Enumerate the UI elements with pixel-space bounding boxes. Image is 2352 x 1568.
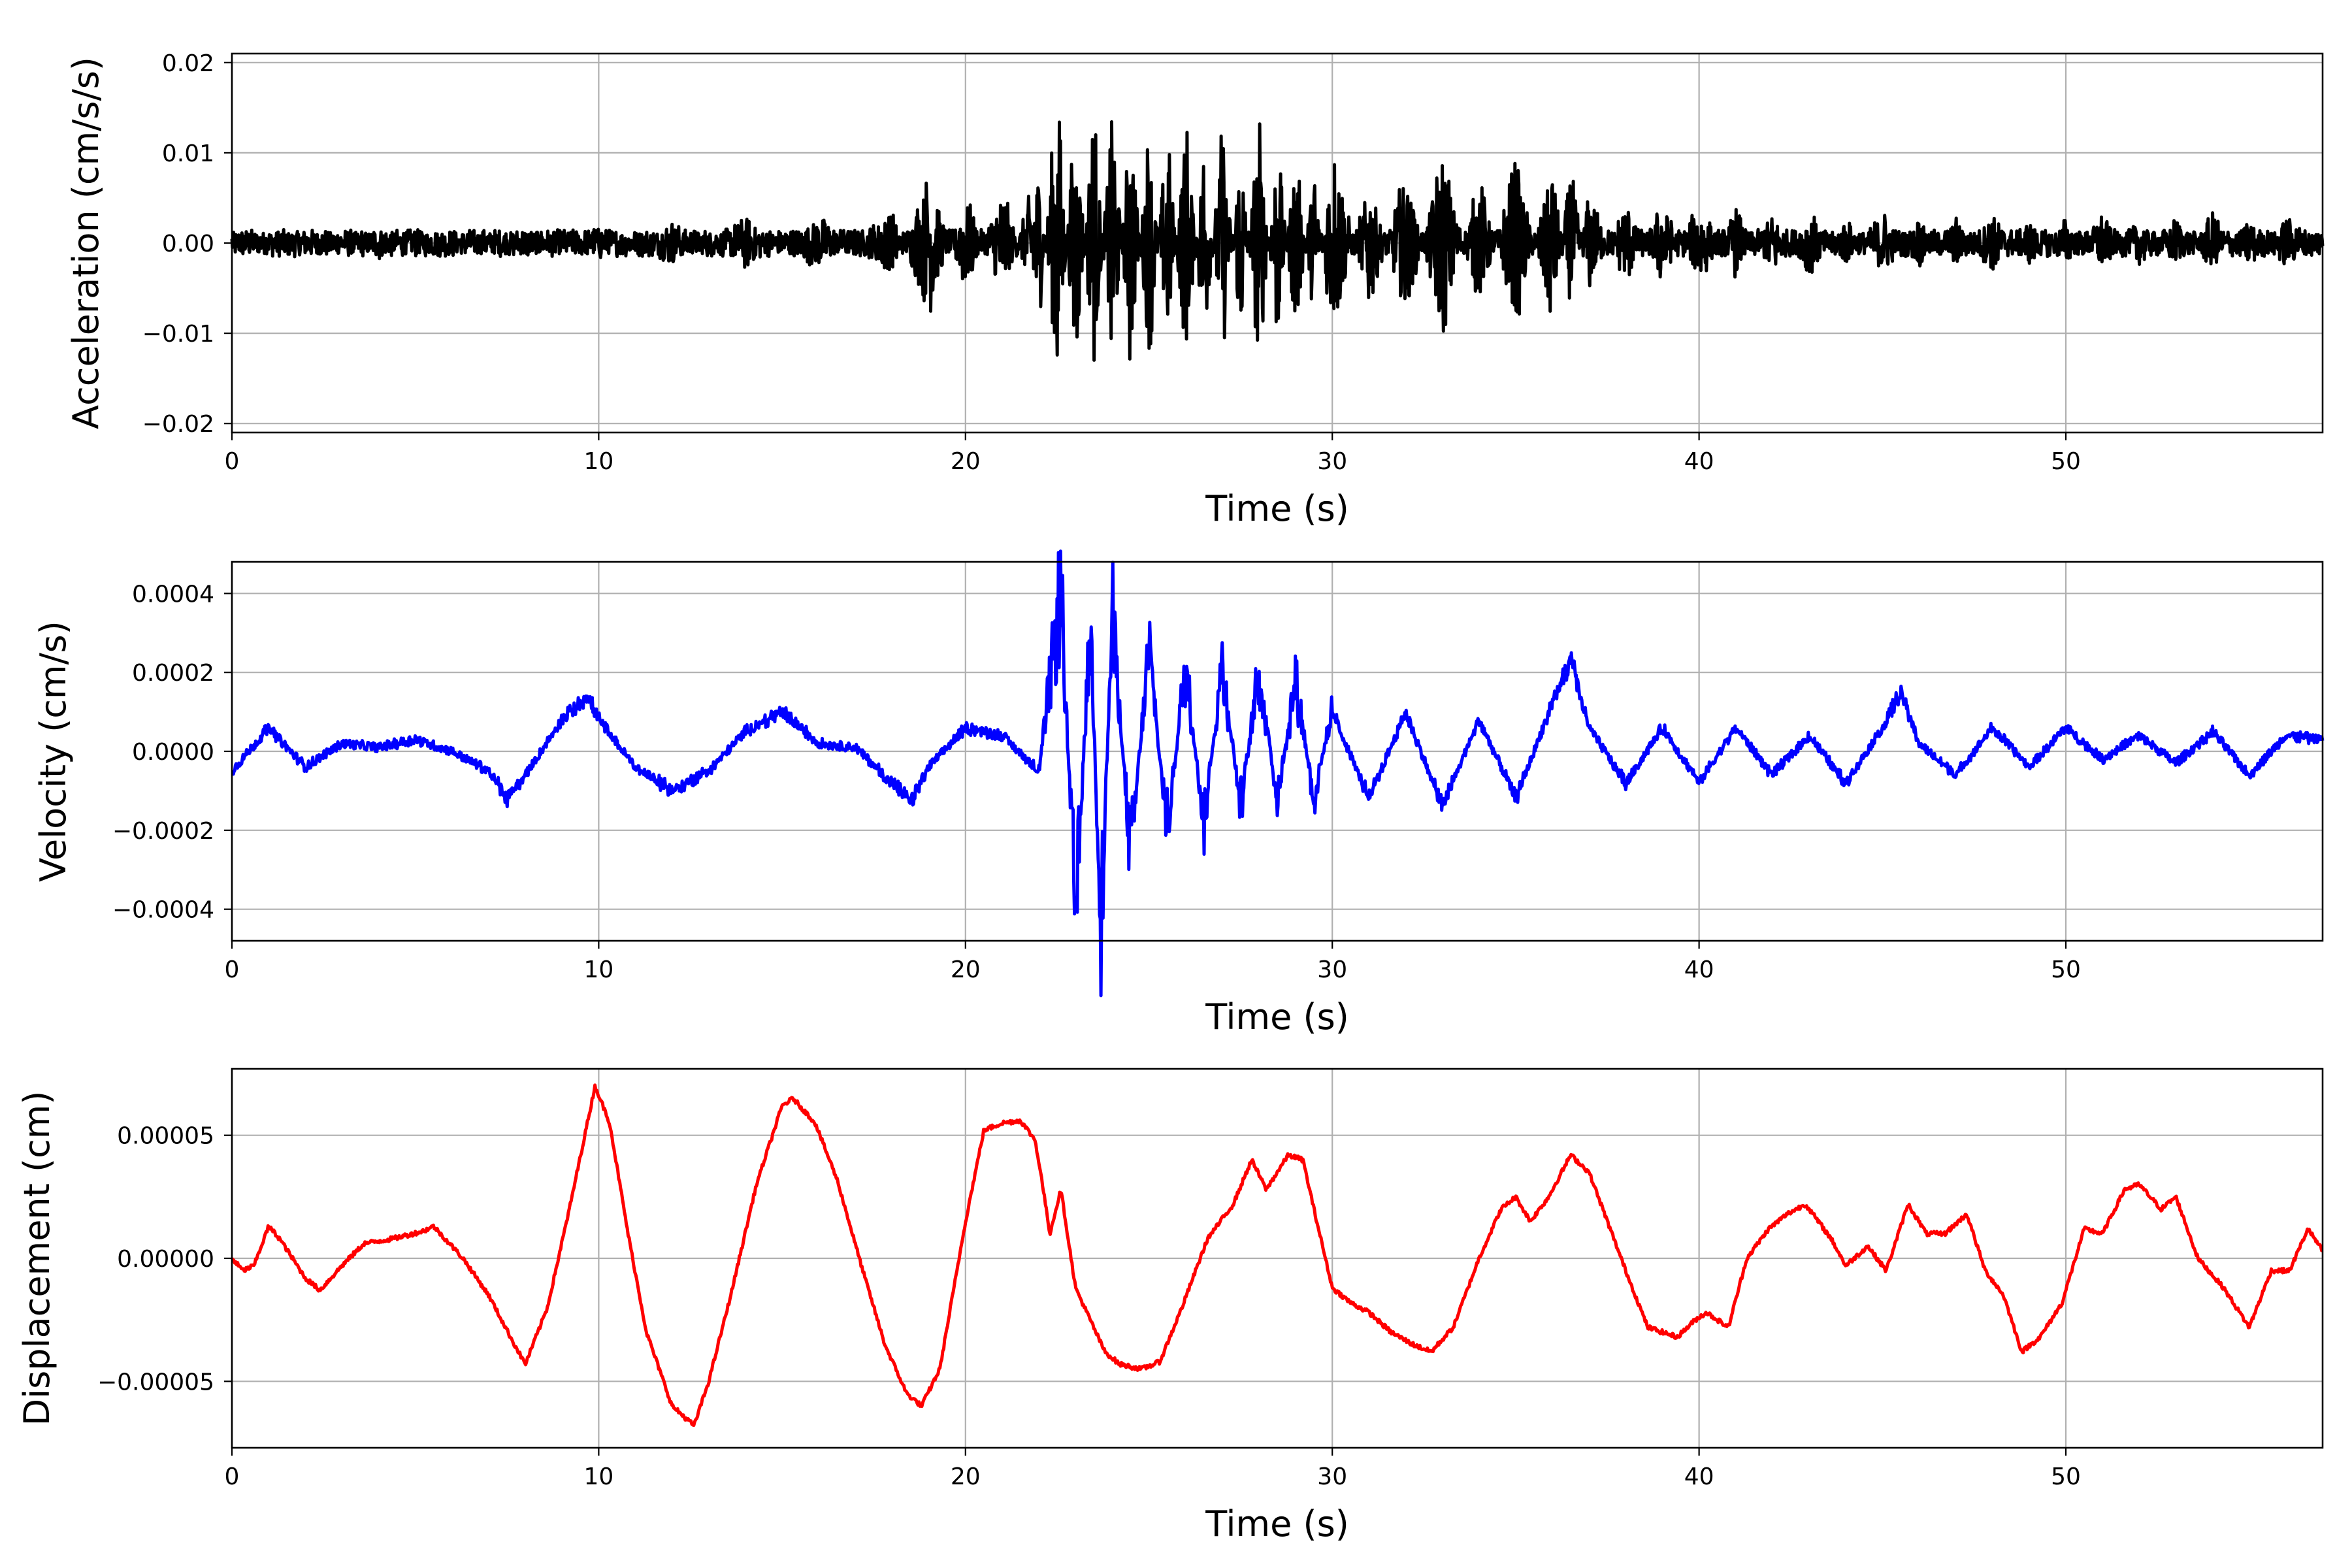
velocity-y-axis-label: Velocity (cm/s) [33,621,74,882]
displacement-y-tick-label: 0.00005 [117,1123,214,1150]
acceleration-panel: 0 10 20 30 40 50 0.02 0.01 0.00 −0.01 −0.02 Time (s… [65,50,2325,529]
acceleration-x-tick-label: 30 [1317,448,1347,475]
velocity-series-line [231,549,2325,998]
acceleration-x-tick-label: 0 [225,448,240,475]
velocity-x-tick-label: 0 [225,956,240,983]
acceleration-x-axis-label: Time (s) [1205,488,1349,529]
acceleration-series-line [230,120,2325,362]
velocity-x-axis-label: Time (s) [1205,996,1349,1037]
acceleration-x-tick-label: 10 [583,448,613,475]
acceleration-x-tick-label: 50 [2051,448,2081,475]
acceleration-x-tick-label: 40 [1684,448,1714,475]
displacement-x-tick-label: 20 [951,1463,981,1490]
acceleration-y-axis-label: Acceleration (cm/s/s) [65,57,106,429]
displacement-x-tick-label: 30 [1317,1463,1347,1490]
acceleration-x-tick-label: 20 [951,448,981,475]
displacement-panel: 0 10 20 30 40 50 0.00005 0.00000 −0.00005 Time (s… [16,1068,2324,1544]
velocity-y-tick-label: −0.0002 [112,818,214,845]
displacement-x-tick-label: 10 [583,1463,613,1490]
displacement-y-axis-label: Displacement (cm) [16,1091,57,1426]
displacement-x-tick-label: 0 [225,1463,240,1490]
displacement-x-tick-label: 40 [1684,1463,1714,1490]
displacement-y-tick-label: 0.00000 [117,1246,214,1273]
acceleration-y-tick-label: 0.02 [162,50,214,77]
acceleration-y-tick-label: 0.00 [162,231,214,257]
displacement-x-tick-label: 50 [2051,1463,2081,1490]
velocity-x-tick-label: 30 [1317,956,1347,983]
velocity-y-tick-label: 0.0000 [132,739,214,766]
acceleration-y-tick-label: 0.01 [162,140,214,167]
velocity-x-tick-label: 10 [583,956,613,983]
velocity-x-tick-label: 50 [2051,956,2081,983]
velocity-y-tick-label: −0.0004 [112,897,214,924]
velocity-panel: 0 10 20 30 40 50 0.0004 0.0002 0.0000 −0.0002 −0.0… [33,549,2325,1037]
displacement-series-line [231,1083,2323,1428]
displacement-y-tick-label: −0.00005 [97,1369,214,1396]
acceleration-y-tick-label: −0.02 [142,411,214,438]
velocity-x-tick-label: 40 [1684,956,1714,983]
velocity-y-tick-label: 0.0002 [132,660,214,687]
velocity-x-tick-label: 20 [951,956,981,983]
displacement-x-axis-label: Time (s) [1205,1503,1349,1544]
velocity-y-tick-label: 0.0004 [132,581,214,608]
acceleration-y-tick-label: −0.01 [142,321,214,348]
